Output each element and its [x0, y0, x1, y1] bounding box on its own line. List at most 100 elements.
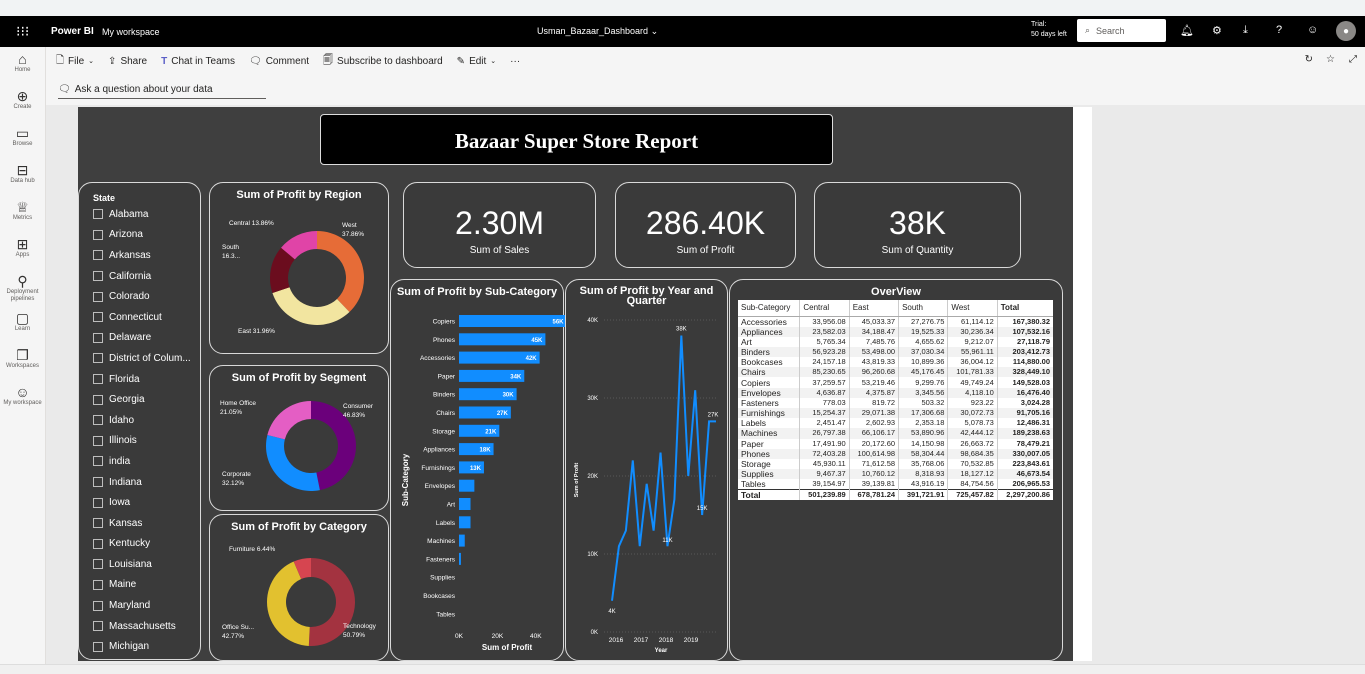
table-cell: 53,890.96 — [898, 428, 949, 439]
overview-table: Sub-Category Central East South West Total Ac… — [738, 300, 1053, 501]
state-checkbox[interactable] — [93, 456, 103, 467]
bar-accessories — [459, 351, 540, 364]
table-cell: Binders — [738, 346, 801, 358]
donut-data-label: Technology 50.79% — [343, 623, 377, 639]
bar-envelopes — [459, 479, 475, 492]
state-option[interactable]: Alabama — [93, 204, 199, 225]
subscribe-button[interactable]: 🗐︎ Subscribe to dashboard — [323, 53, 443, 70]
state-option[interactable]: Connecticut — [93, 307, 199, 328]
comment-button[interactable]: 🗨︎ Comment — [248, 55, 310, 67]
table-row: Bookcases 24,157.18 43,819.33 10,899.36 36,0… — [738, 357, 1053, 368]
state-checkbox[interactable] — [93, 621, 103, 632]
table-cell: 9,467.37 — [799, 469, 850, 480]
state-checkbox[interactable] — [93, 559, 103, 570]
state-option[interactable]: india — [93, 451, 199, 472]
nav-item-create[interactable]: ⊕ Create — [0, 88, 45, 122]
state-option[interactable]: Louisiana — [93, 554, 199, 575]
more-options-button[interactable]: ··· — [510, 55, 521, 67]
table-cell: Chairs — [738, 367, 801, 378]
fullscreen-icon[interactable]: ⤢ — [1349, 54, 1357, 65]
file-menu[interactable]: 🗋︎ File ⌄ — [56, 53, 94, 70]
state-checkbox[interactable] — [93, 641, 103, 652]
state-checkbox[interactable] — [93, 477, 103, 488]
state-option[interactable]: Idaho — [93, 410, 199, 431]
search-box[interactable]: ⌕ Search — [1077, 19, 1166, 42]
state-checkbox[interactable] — [93, 353, 103, 364]
table-row: Appliances 23,582.03 34,188.47 19,525.33 30,… — [738, 326, 1053, 337]
state-option[interactable]: Michigan — [93, 636, 199, 657]
state-option[interactable]: Illinois — [93, 431, 199, 452]
qna-bar: 🗨︎ Ask a question about your data — [46, 75, 1365, 105]
state-checkbox[interactable] — [93, 394, 103, 405]
avatar[interactable]: ● — [1336, 21, 1356, 41]
line-data-label: 38K — [676, 327, 687, 333]
nav-item-apps[interactable]: ⊞ Apps — [0, 236, 45, 270]
state-checkbox[interactable] — [93, 374, 103, 385]
state-checkbox[interactable] — [93, 579, 103, 590]
state-option[interactable]: Iowa — [93, 492, 199, 513]
share-button[interactable]: ⇪ Share — [108, 55, 148, 67]
nav-item-browse[interactable]: ▭ Browse — [0, 125, 45, 159]
state-checkbox[interactable] — [93, 415, 103, 426]
nav-item-learn[interactable]: ▢ Learn — [0, 310, 45, 344]
chat-in-teams-button[interactable]: T Chat in Teams — [161, 55, 235, 67]
table-header-cell: West — [947, 300, 998, 317]
home-icon: ⌂ — [18, 51, 27, 67]
notification-icon[interactable]: 🔔︎ — [1180, 25, 1194, 37]
state-option[interactable]: Kansas — [93, 513, 199, 534]
app-name[interactable]: Power BI — [51, 26, 94, 37]
line-data-label: 27K — [708, 412, 719, 418]
state-checkbox[interactable] — [93, 229, 103, 240]
state-option[interactable]: Arizona — [93, 225, 199, 246]
state-checkbox[interactable] — [93, 332, 103, 343]
favorite-icon[interactable]: ☆ — [1326, 54, 1335, 65]
nav-item-deployment-pipelines[interactable]: ⚲ Deployment pipelines — [0, 273, 45, 307]
state-option[interactable]: Georgia — [93, 389, 199, 410]
nav-item-metrics[interactable]: ♕ Metrics — [0, 199, 45, 233]
workspace-link[interactable]: My workspace — [102, 27, 160, 37]
table-cell: 149,528.03 — [1012, 377, 1050, 387]
table-cell: 37,030.34 — [898, 346, 949, 358]
search-input[interactable]: Search — [1096, 25, 1125, 36]
state-checkbox[interactable] — [93, 518, 103, 529]
table-cell: 328,449.10 — [997, 367, 1053, 378]
refresh-icon[interactable]: ↻ — [1304, 54, 1313, 65]
state-checkbox[interactable] — [93, 312, 103, 323]
help-icon[interactable]: ? — [1276, 24, 1283, 36]
state-option[interactable]: Colorado — [93, 286, 199, 307]
state-checkbox[interactable] — [93, 538, 103, 549]
table-cell: 5,078.73 — [947, 418, 998, 429]
table-cell: 100,614.98 — [849, 448, 900, 459]
state-option[interactable]: Indiana — [93, 472, 199, 493]
edit-button[interactable]: ✎ Edit ⌄ — [456, 55, 497, 67]
state-option[interactable]: Maryland — [93, 595, 199, 616]
state-option[interactable]: District of Colum... — [93, 348, 199, 369]
state-option[interactable]: Massachusetts — [93, 616, 199, 637]
nav-item-home[interactable]: ⌂ Home — [0, 51, 45, 85]
state-option[interactable]: Maine — [93, 575, 199, 596]
state-checkbox[interactable] — [93, 435, 103, 446]
nav-item-my-workspace[interactable]: ☺ My workspace — [0, 384, 45, 418]
table-row: Labels 2,451.47 2,602.93 2,353.18 5,078.73 12… — [738, 418, 1053, 429]
state-option[interactable]: Kentucky — [93, 534, 199, 555]
state-option[interactable]: Florida — [93, 369, 199, 390]
state-checkbox[interactable] — [93, 209, 103, 220]
state-checkbox[interactable] — [93, 291, 103, 302]
feedback-icon[interactable]: ☺ — [1307, 24, 1319, 36]
state-option[interactable]: Delaware — [93, 328, 199, 349]
dashboard-title[interactable]: Usman_Bazaar_Dashboard ⌄ — [537, 26, 659, 36]
settings-icon[interactable]: ⚙ — [1212, 25, 1222, 37]
state-checkbox[interactable] — [93, 600, 103, 611]
state-option[interactable]: California — [93, 266, 199, 287]
state-option[interactable]: Arkansas — [93, 245, 199, 266]
qna-input[interactable]: 🗨︎ Ask a question about your data — [58, 81, 266, 99]
nav-item-workspaces[interactable]: ❐ Workspaces — [0, 347, 45, 381]
nav-item-data-hub[interactable]: ⊟ Data hub — [0, 162, 45, 196]
download-icon[interactable]: ⤓ — [1243, 24, 1248, 36]
table-cell: Labels — [738, 418, 801, 429]
app-launcher-icon[interactable]: ⁝⁝⁝ — [16, 23, 30, 39]
state-checkbox[interactable] — [93, 271, 103, 282]
table-cell: 53,498.00 — [849, 346, 900, 358]
state-checkbox[interactable] — [93, 250, 103, 261]
state-checkbox[interactable] — [93, 497, 103, 508]
